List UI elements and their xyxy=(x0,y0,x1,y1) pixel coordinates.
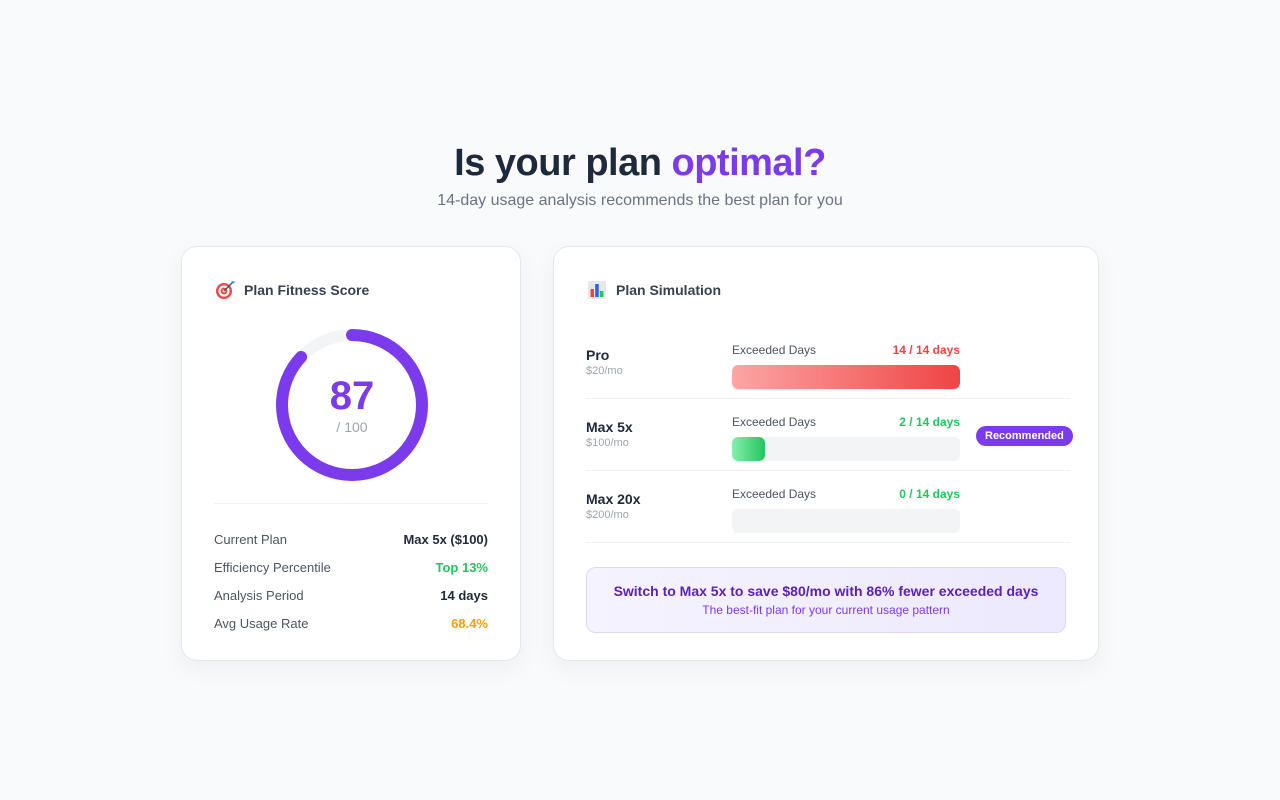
stat-row-avg-usage: Avg Usage Rate 68.4% xyxy=(214,609,488,637)
recommended-badge: Recommended xyxy=(976,426,1073,446)
bar-chart-icon xyxy=(586,279,608,301)
callout-sub-text: The best-fit plan for your current usage… xyxy=(702,603,950,617)
exceeded-days-bar: Exceeded Days 2 / 14 days xyxy=(732,413,960,461)
bar-track xyxy=(732,365,960,389)
fitness-card-title: Plan Fitness Score xyxy=(244,282,370,298)
plan-name: Max 5x xyxy=(586,419,633,435)
recommendation-callout: Switch to Max 5x to save $80/mo with 86%… xyxy=(586,567,1066,633)
bar-track xyxy=(732,437,960,461)
plan-row-max-20x: Max 20x $200/mo Exceeded Days 0 / 14 day… xyxy=(586,471,1070,543)
score-ring-progress xyxy=(276,329,428,481)
title-accent: optimal? xyxy=(671,142,827,184)
callout-main-text: Switch to Max 5x to save $80/mo with 86%… xyxy=(613,583,1039,599)
stat-row-current-plan: Current Plan Max 5x ($100) xyxy=(214,525,488,553)
bar-fill xyxy=(732,365,960,389)
fitness-card-header: Plan Fitness Score xyxy=(214,279,369,301)
title-prefix: Is your plan xyxy=(454,142,672,184)
fitness-score-ring: 87 / 100 xyxy=(274,327,430,483)
simulation-card-title: Plan Simulation xyxy=(616,282,722,298)
exceeded-days-bar: Exceeded Days 14 / 14 days xyxy=(732,341,960,389)
stat-label: Analysis Period xyxy=(214,587,304,603)
stat-row-efficiency: Efficiency Percentile Top 13% xyxy=(214,553,488,581)
divider xyxy=(214,503,488,504)
target-icon xyxy=(214,279,236,301)
exceeded-days-bar: Exceeded Days 0 / 14 days xyxy=(732,485,960,533)
stat-value: Top 13% xyxy=(435,559,489,575)
plan-name: Max 20x xyxy=(586,491,641,507)
plan-simulation-card: Plan Simulation Pro $20/mo Exceeded Days… xyxy=(553,246,1099,661)
stat-label: Efficiency Percentile xyxy=(214,559,331,575)
bar-label: Exceeded Days xyxy=(732,343,817,357)
plan-list: Pro $20/mo Exceeded Days 14 / 14 days Ma… xyxy=(586,327,1073,543)
bar-fill xyxy=(732,437,765,461)
stat-label: Avg Usage Rate xyxy=(214,615,309,631)
bar-value: 0 / 14 days xyxy=(899,487,960,501)
stat-row-analysis-period: Analysis Period 14 days xyxy=(214,581,488,609)
stat-value: 68.4% xyxy=(451,615,488,631)
bar-value: 2 / 14 days xyxy=(899,415,960,429)
fitness-score-max: / 100 xyxy=(336,419,368,435)
plan-name: Pro xyxy=(586,347,610,363)
plan-row-pro: Pro $20/mo Exceeded Days 14 / 14 days xyxy=(586,327,1070,399)
page-title: Is your plan optimal? xyxy=(0,140,1280,186)
score-center: 87 / 100 xyxy=(274,327,430,483)
simulation-card-header: Plan Simulation xyxy=(586,279,721,301)
page-subtitle: 14-day usage analysis recommends the bes… xyxy=(437,192,843,209)
plan-fitness-card: Plan Fitness Score 87 / 100 Current Plan… xyxy=(181,246,521,661)
fitness-stats: Current Plan Max 5x ($100) Efficiency Pe… xyxy=(214,525,488,637)
plan-price: $100/mo xyxy=(586,437,629,449)
plan-row-max-5x: Max 5x $100/mo Exceeded Days 2 / 14 days… xyxy=(586,399,1073,471)
plan-price: $200/mo xyxy=(586,509,629,521)
fitness-score-value: 87 xyxy=(329,374,375,418)
stat-value: 14 days xyxy=(440,587,488,603)
hero: Is your plan optimal? 14-day usage analy… xyxy=(0,140,1280,210)
stat-label: Current Plan xyxy=(214,531,287,547)
bar-label: Exceeded Days xyxy=(732,415,817,429)
stat-value: Max 5x ($100) xyxy=(403,531,488,547)
bar-label: Exceeded Days xyxy=(732,487,817,501)
bar-track xyxy=(732,509,960,533)
bar-value: 14 / 14 days xyxy=(892,343,960,357)
plan-price: $20/mo xyxy=(586,365,623,377)
